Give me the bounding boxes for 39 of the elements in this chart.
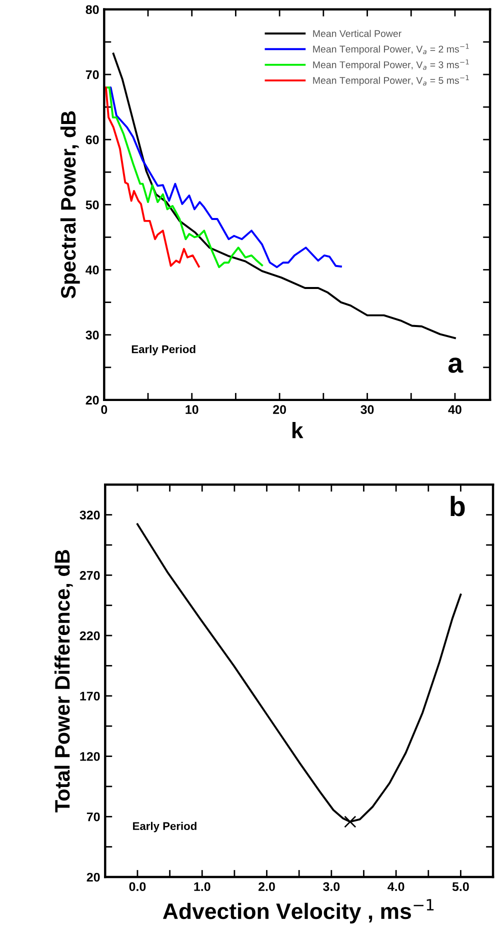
y-tick-label: 80 bbox=[86, 5, 99, 14]
y-tick-label: 220 bbox=[80, 631, 100, 640]
annotation: Early Period bbox=[133, 822, 196, 832]
y-axis-title: Spectral Power, dB bbox=[60, 111, 80, 298]
legend-label: Mean Temporal Power, V$_{a}$ = 2 ms$^{−1}$ bbox=[313, 44, 469, 54]
y-tick-label: 20 bbox=[86, 872, 100, 882]
legend-label: Mean Vertical Power bbox=[313, 30, 402, 38]
y-tick-label: 270 bbox=[80, 570, 100, 580]
x-tick-label: 30 bbox=[360, 405, 374, 414]
x-tick-label: 3.0 bbox=[323, 882, 340, 892]
x-tick-label: 0 bbox=[101, 405, 108, 414]
line-series bbox=[104, 86, 200, 268]
y-tick-label: 60 bbox=[86, 135, 99, 144]
x-tick-label: 2.0 bbox=[258, 882, 275, 892]
annotation: Early Period bbox=[132, 345, 196, 356]
x-tick-label: 40 bbox=[448, 405, 462, 414]
x-tick-label: 20 bbox=[273, 405, 286, 414]
annotation: a bbox=[448, 358, 464, 373]
y-axis-title: Total Power Difference, dB bbox=[54, 550, 73, 812]
annotation: b bbox=[450, 496, 465, 516]
y-tick-label: 40 bbox=[86, 266, 99, 274]
y-tick-label: 30 bbox=[86, 330, 99, 340]
x-axis-title: k bbox=[292, 422, 304, 438]
x-tick-label: 4.0 bbox=[388, 882, 404, 892]
y-tick-label: 70 bbox=[86, 812, 100, 822]
x-tick-label: 5.0 bbox=[452, 882, 469, 892]
y-tick-label: 170 bbox=[80, 692, 100, 701]
y-tick-label: 20 bbox=[86, 396, 99, 405]
x-tick-label: 1.0 bbox=[194, 882, 210, 892]
x-tick-label: 0.0 bbox=[129, 882, 146, 892]
x-axis-title: Advection Velocity , ms$^{−1}$ bbox=[162, 899, 434, 924]
y-tick-label: 50 bbox=[86, 200, 99, 210]
x-tick-label: 10 bbox=[186, 405, 198, 414]
legend-label: Mean Temporal Power, V$_{a}$ = 5 ms$^{−1}$ bbox=[313, 75, 469, 86]
line-series bbox=[104, 86, 263, 268]
legend-label: Mean Temporal Power, V$_{a}$ = 3 ms$^{−1}$ bbox=[313, 59, 469, 70]
y-tick-label: 120 bbox=[80, 752, 100, 761]
y-tick-label: 320 bbox=[80, 510, 100, 520]
y-tick-label: 70 bbox=[86, 70, 99, 80]
